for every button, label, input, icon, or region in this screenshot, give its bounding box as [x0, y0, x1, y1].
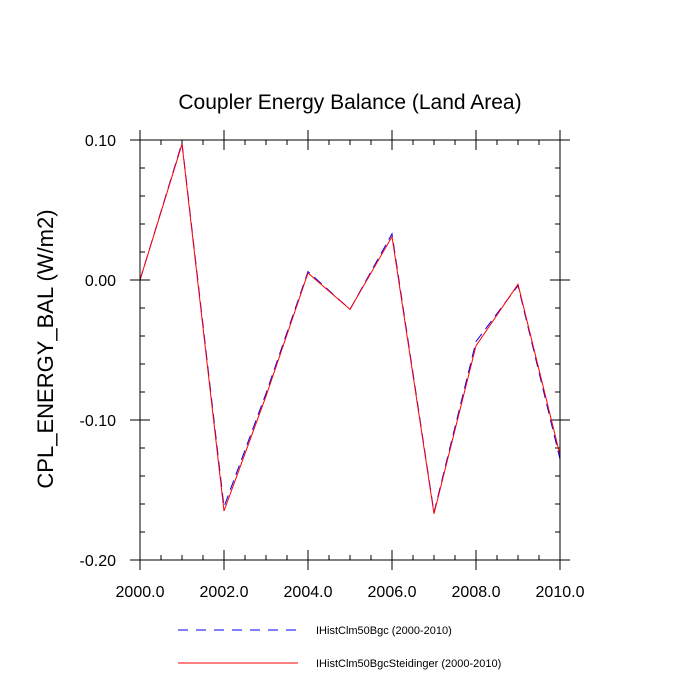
minor-ticks: [140, 140, 560, 560]
x-tick-label: 2006.0: [368, 584, 417, 601]
legend-label-1: IHistClm50Bgc (2000-2010): [316, 625, 452, 637]
series-lines: [139, 142, 561, 514]
x-tick-label: 2008.0: [452, 584, 501, 601]
x-tick-label: 2010.0: [536, 584, 585, 601]
series-line-2: [139, 144, 561, 514]
y-tick-label: -0.20: [80, 553, 117, 570]
y-tick-label: -0.10: [80, 413, 117, 430]
legend-label-2: IHistClm50BgcSteidinger (2000-2010): [316, 658, 501, 670]
major-ticks: [130, 130, 570, 570]
legend: IHistClm50Bgc (2000-2010) IHistClm50BgcSt…: [178, 625, 501, 670]
x-tick-label: 2002.0: [200, 584, 249, 601]
plot-frame: [139, 139, 561, 561]
y-tick-label: 0.10: [85, 133, 116, 150]
x-tick-label: 2000.0: [116, 584, 165, 601]
tick-labels: 2000.0 2002.0 2004.0 2006.0 2008.0 2010.0 0.10…: [80, 133, 585, 601]
x-tick-label: 2004.0: [284, 584, 333, 601]
y-tick-label: 0.00: [85, 273, 116, 290]
chart-title: Coupler Energy Balance (Land Area): [178, 91, 521, 114]
y-axis-label: CPL_ENERGY_BAL (W/m2): [33, 209, 58, 488]
